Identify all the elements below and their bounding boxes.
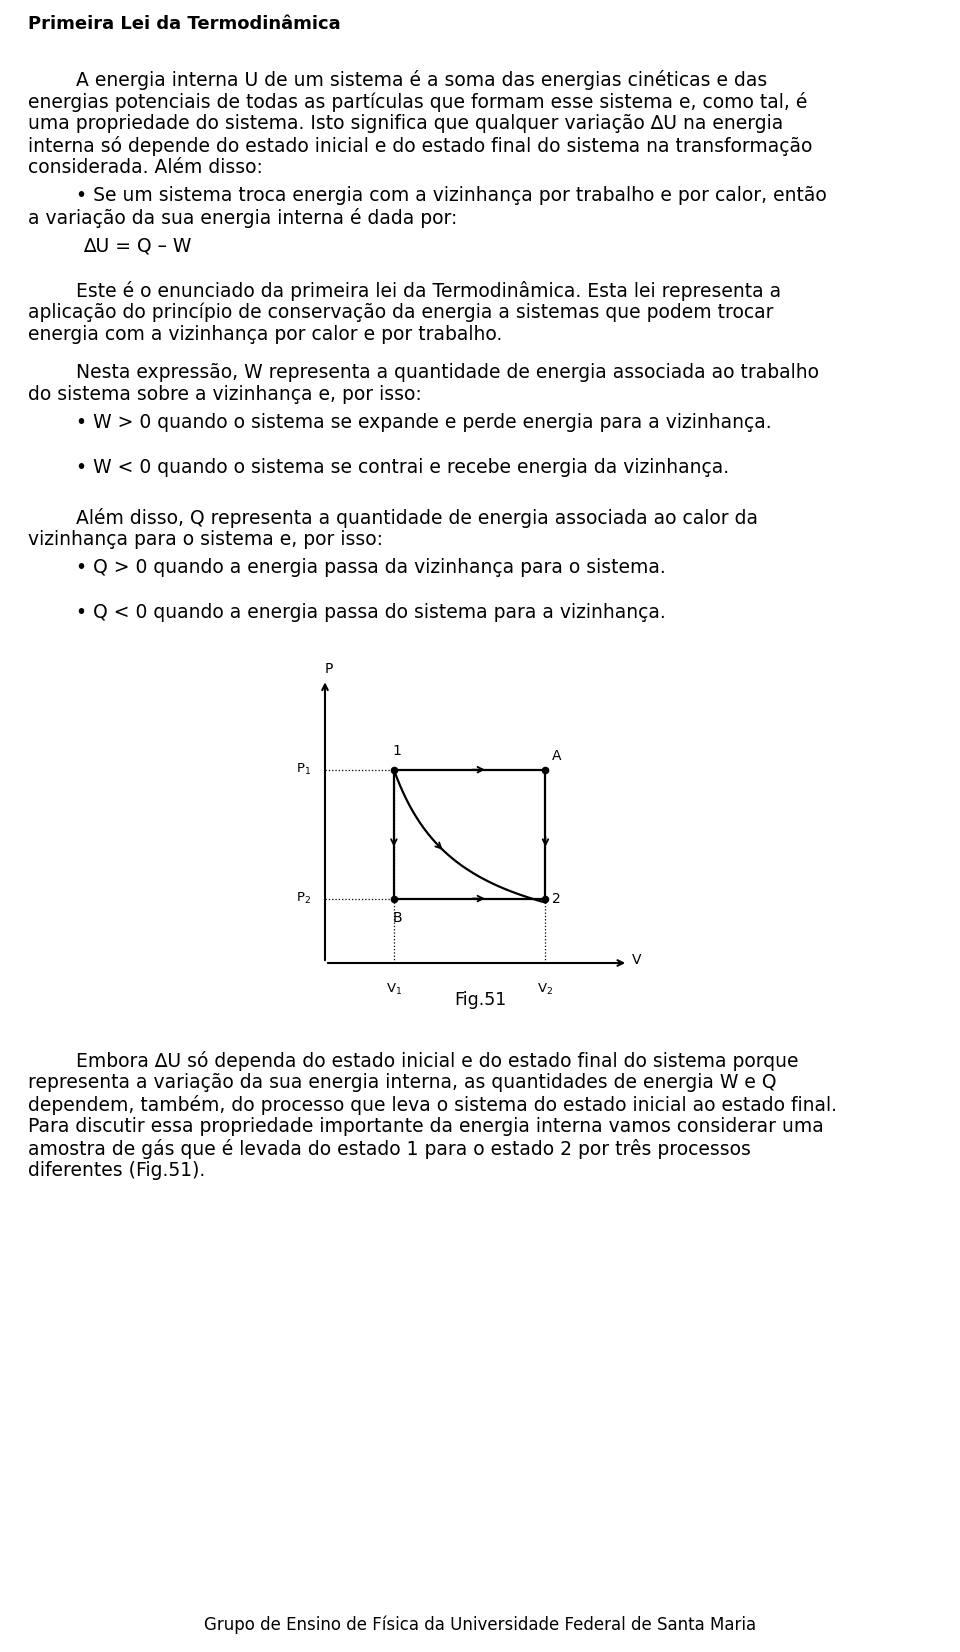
Text: Para discutir essa propriedade importante da energia interna vamos considerar um: Para discutir essa propriedade important… <box>28 1117 824 1137</box>
Text: Nesta expressão, W representa a quantidade de energia associada ao trabalho: Nesta expressão, W representa a quantida… <box>28 363 819 382</box>
Text: A energia interna U de um sistema é a soma das energias cinéticas e das: A energia interna U de um sistema é a so… <box>28 69 767 89</box>
Point <box>386 885 401 912</box>
Point <box>538 757 553 783</box>
Text: considerada. Além disso:: considerada. Além disso: <box>28 159 263 177</box>
Text: do sistema sobre a vizinhança e, por isso:: do sistema sobre a vizinhança e, por iss… <box>28 385 421 405</box>
Text: Embora ∆U só dependa do estado inicial e do estado final do sistema porque: Embora ∆U só dependa do estado inicial e… <box>28 1051 799 1070</box>
Text: • Q < 0 quando a energia passa do sistema para a vizinhança.: • Q < 0 quando a energia passa do sistem… <box>28 603 665 623</box>
Text: Fig.51: Fig.51 <box>454 991 506 1009</box>
Text: • W < 0 quando o sistema se contrai e recebe energia da vizinhança.: • W < 0 quando o sistema se contrai e re… <box>28 458 730 477</box>
Text: energias potenciais de todas as partículas que formam esse sistema e, como tal, : energias potenciais de todas as partícul… <box>28 93 807 112</box>
Text: uma propriedade do sistema. Isto significa que qualquer variação ∆U na energia: uma propriedade do sistema. Isto signifi… <box>28 114 783 134</box>
Text: Grupo de Ensino de Física da Universidade Federal de Santa Maria: Grupo de Ensino de Física da Universidad… <box>204 1616 756 1634</box>
Text: Este é o enunciado da primeira lei da Termodinâmica. Esta lei representa a: Este é o enunciado da primeira lei da Te… <box>28 281 781 301</box>
Text: • Q > 0 quando a energia passa da vizinhança para o sistema.: • Q > 0 quando a energia passa da vizinh… <box>28 558 665 577</box>
Point <box>386 757 401 783</box>
Point <box>538 885 553 912</box>
Text: P$_2$: P$_2$ <box>297 890 311 905</box>
Text: Primeira Lei da Termodinâmica: Primeira Lei da Termodinâmica <box>28 15 341 33</box>
Text: Além disso, Q representa a quantidade de energia associada ao calor da: Além disso, Q representa a quantidade de… <box>28 509 758 529</box>
Text: V$_1$: V$_1$ <box>386 983 402 998</box>
Text: a variação da sua energia interna é dada por:: a variação da sua energia interna é dada… <box>28 208 457 228</box>
Text: dependem, também, do processo que leva o sistema do estado inicial ao estado fin: dependem, também, do processo que leva o… <box>28 1095 837 1115</box>
Text: A: A <box>552 750 562 763</box>
Text: • W > 0 quando o sistema se expande e perde energia para a vizinhança.: • W > 0 quando o sistema se expande e pe… <box>28 413 772 433</box>
Text: representa a variação da sua energia interna, as quantidades de energia W e Q: representa a variação da sua energia int… <box>28 1074 777 1092</box>
Text: interna só depende do estado inicial e do estado final do sistema na transformaç: interna só depende do estado inicial e d… <box>28 135 812 155</box>
Text: • Se um sistema troca energia com a vizinhança por trabalho e por calor, então: • Se um sistema troca energia com a vizi… <box>28 187 827 205</box>
Text: V$_2$: V$_2$ <box>538 983 554 998</box>
Text: 1: 1 <box>393 743 402 758</box>
Text: aplicação do princípio de conservação da energia a sistemas que podem trocar: aplicação do princípio de conservação da… <box>28 302 774 322</box>
Text: ∆U = Q – W: ∆U = Q – W <box>83 236 191 254</box>
Text: B: B <box>393 912 402 925</box>
Text: amostra de gás que é levada do estado 1 para o estado 2 por três processos: amostra de gás que é levada do estado 1 … <box>28 1138 751 1160</box>
Text: vizinhança para o sistema e, por isso:: vizinhança para o sistema e, por isso: <box>28 530 383 548</box>
Text: diferentes (Fig.51).: diferentes (Fig.51). <box>28 1161 205 1180</box>
Text: V: V <box>632 953 641 966</box>
Text: P: P <box>324 662 332 676</box>
Text: energia com a vizinhança por calor e por trabalho.: energia com a vizinhança por calor e por… <box>28 325 502 344</box>
Text: P$_1$: P$_1$ <box>296 762 311 776</box>
Text: 2: 2 <box>552 892 561 905</box>
